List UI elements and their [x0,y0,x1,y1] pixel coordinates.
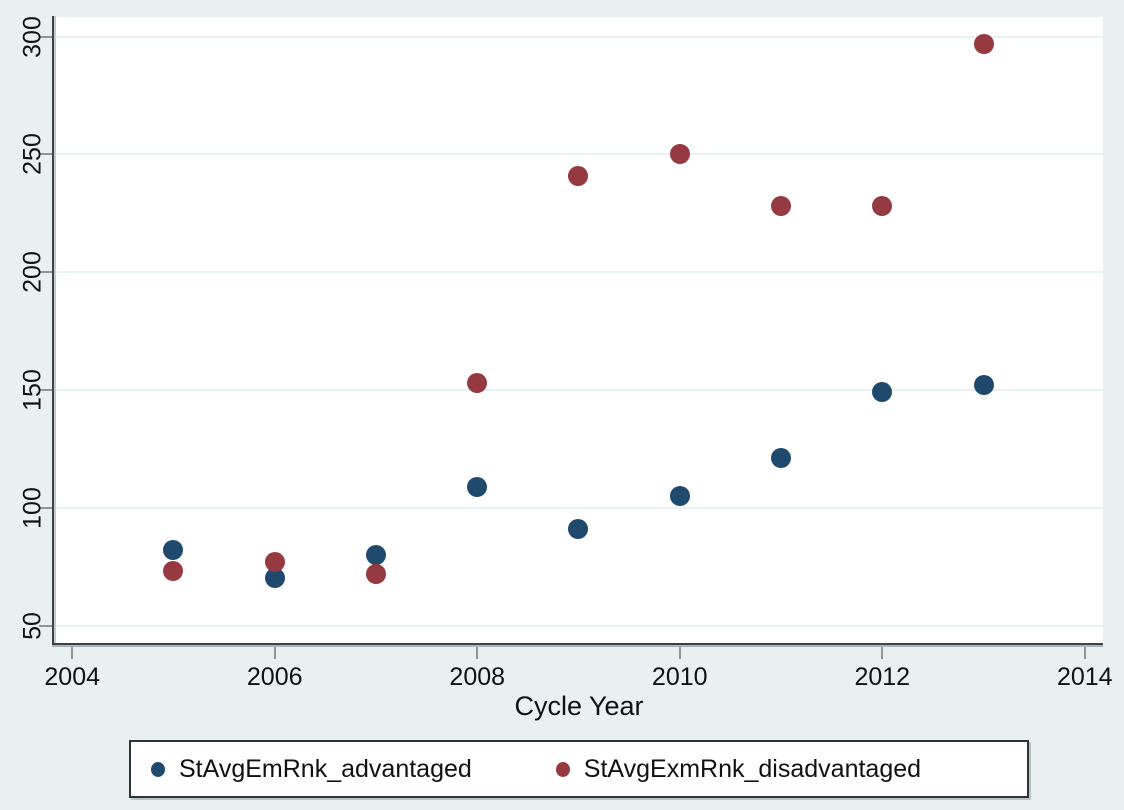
y-tick-label: 250 [18,133,47,176]
data-point [568,518,589,539]
legend-label: StAvgEmRnk_advantaged [179,754,472,783]
x-tick-mark [881,647,884,659]
x-tick-mark [1083,647,1086,659]
y-tick-label: 50 [18,611,47,640]
data-point [365,544,386,565]
legend-item-disadvantaged: StAvgExmRnk_disadvantaged [555,754,922,784]
plot-area [55,17,1103,643]
x-axis-line [52,643,1103,645]
x-axis-title: Cycle Year [514,691,644,721]
x-tick-mark [476,647,479,659]
data-point [771,448,791,469]
y-tick-label: 300 [18,15,47,58]
data-point [669,485,690,506]
y-tick-mark [39,388,52,391]
data-point [771,196,791,217]
y-tick-mark [39,153,52,156]
x-tick-label: 2014 [1056,663,1113,691]
data-point [467,372,488,393]
data-point [973,33,994,54]
x-tick-label: 2012 [854,663,911,691]
gridline [55,624,1103,627]
gridline [55,506,1103,509]
data-point [568,165,589,186]
x-tick-mark [678,647,681,659]
y-tick-label: 150 [18,369,47,411]
gridline [55,388,1103,391]
data-point [264,551,285,572]
legend-item-advantaged: StAvgEmRnk_advantaged [151,755,472,784]
legend: StAvgEmRnk_advantaged StAvgExmRnk_disadv… [129,740,1029,798]
data-point [872,382,893,403]
y-axis-line [52,16,54,645]
data-point [264,568,285,589]
y-tick-mark [39,35,52,38]
x-tick-label: 2006 [246,663,303,691]
data-point [163,540,184,561]
data-point [872,196,893,217]
data-point [365,563,386,584]
y-tick-label: 100 [18,486,47,529]
gridline [55,271,1103,274]
x-tick-label: 2008 [449,663,506,691]
x-tick-mark [273,647,276,659]
y-tick-label: 200 [18,251,47,294]
series-marker-icon [151,761,165,777]
x-tick-label: 2004 [44,663,101,691]
legend-label: StAvgExmRnk_disadvantaged [583,754,922,783]
data-point [973,375,994,396]
data-point [669,144,690,165]
x-tick-label: 2010 [651,663,708,691]
x-tick-mark [71,647,74,659]
y-tick-mark [39,624,52,627]
y-tick-mark [39,271,52,274]
y-tick-mark [39,506,52,509]
gridline [55,35,1103,38]
data-point [163,561,184,582]
series-marker-icon [555,761,570,777]
data-point [467,476,488,497]
gridline [55,153,1103,156]
